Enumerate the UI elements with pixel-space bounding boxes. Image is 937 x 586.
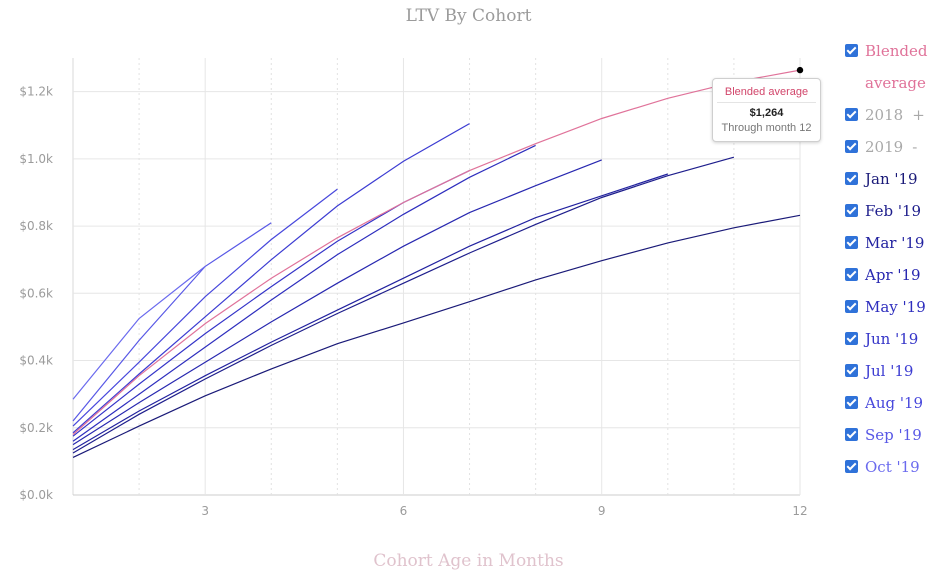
- legend-item-feb-19[interactable]: Feb '19: [845, 200, 937, 232]
- legend-item-apr-19[interactable]: Apr '19: [845, 264, 937, 296]
- marker-layer: [796, 66, 804, 74]
- checkbox-checked-icon[interactable]: [845, 332, 858, 345]
- highlight-point: [796, 66, 804, 74]
- legend-item-may-19[interactable]: May '19: [845, 296, 937, 328]
- legend-item-jun-19[interactable]: Jun '19: [845, 328, 937, 360]
- series-line-feb-19: [72, 156, 735, 454]
- y-tick-label: $0.8k: [19, 219, 53, 233]
- y-tick-label: $0.2k: [19, 421, 53, 435]
- series-line-may-19: [72, 144, 536, 442]
- legend-item-aug-19[interactable]: Aug '19: [845, 392, 937, 424]
- tooltip-title: Blended average: [717, 86, 816, 103]
- checkbox-checked-icon[interactable]: [845, 236, 858, 249]
- y-tick-label: $0.6k: [19, 286, 53, 300]
- legend-item-oct-19[interactable]: Oct '19: [845, 456, 937, 488]
- chart-title: LTV By Cohort: [405, 6, 532, 26]
- checkbox-checked-icon[interactable]: [845, 172, 858, 185]
- legend-label: Jul '19: [865, 362, 914, 380]
- legend-label: Feb '19: [865, 202, 922, 220]
- series-line-blended-average: [72, 69, 801, 435]
- tooltip-value: $1,264: [749, 107, 784, 119]
- series-layer: [72, 69, 801, 458]
- legend-item-2018[interactable]: 2018 +: [845, 104, 937, 136]
- legend: Blended average 2018 + 2019 - Jan '19 Fe…: [845, 40, 937, 488]
- legend-label: Jan '19: [865, 170, 918, 188]
- x-tick-label: 3: [201, 504, 209, 518]
- expand-icon[interactable]: +: [912, 106, 925, 124]
- checkbox-checked-icon[interactable]: [845, 300, 858, 313]
- tooltip: Blended average $1,264 Through month 12: [712, 78, 821, 142]
- legend-label: Oct '19: [865, 458, 920, 476]
- y-tick-label: $1.2k: [19, 85, 53, 99]
- grid-layer: [72, 58, 801, 496]
- legend-label: 2019: [865, 138, 904, 156]
- series-line-sep-19: [72, 222, 272, 422]
- legend-label: Apr '19: [865, 266, 921, 284]
- y-tick-label: $1.0k: [19, 152, 53, 166]
- checkbox-checked-icon[interactable]: [845, 108, 858, 121]
- legend-label: Blended average: [865, 42, 928, 92]
- legend-label: Jun '19: [865, 330, 919, 348]
- checkbox-checked-icon[interactable]: [845, 204, 858, 217]
- legend-item-blended-average[interactable]: Blended average: [845, 40, 937, 104]
- legend-label: May '19: [865, 298, 926, 316]
- series-line-jan-19: [72, 214, 801, 458]
- legend-label: 2018: [865, 106, 904, 124]
- checkbox-checked-icon[interactable]: [845, 396, 858, 409]
- checkbox-checked-icon[interactable]: [845, 44, 858, 57]
- legend-item-jul-19[interactable]: Jul '19: [845, 360, 937, 392]
- collapse-icon[interactable]: -: [912, 138, 918, 156]
- tooltip-subtitle: Through month 12: [721, 122, 812, 134]
- series-line-oct-19: [72, 265, 206, 400]
- x-tick-label: 9: [598, 504, 606, 518]
- series-line-apr-19: [72, 159, 602, 446]
- legend-item-sep-19[interactable]: Sep '19: [845, 424, 937, 456]
- checkbox-checked-icon[interactable]: [845, 140, 858, 153]
- checkbox-checked-icon[interactable]: [845, 428, 858, 441]
- x-tick-label: 6: [400, 504, 408, 518]
- checkbox-checked-icon[interactable]: [845, 268, 858, 281]
- legend-item-mar-19[interactable]: Mar '19: [845, 232, 937, 264]
- legend-item-2019[interactable]: 2019 -: [845, 136, 937, 168]
- series-line-aug-19: [72, 188, 338, 427]
- axis-layer: $0.0k $0.2k $0.4k $0.6k $0.8k $1.0k $1.2k 3 6 9 12: [19, 85, 807, 518]
- legend-item-jan-19[interactable]: Jan '19: [845, 168, 937, 200]
- y-tick-label: $0.0k: [19, 488, 53, 502]
- legend-label: Sep '19: [865, 426, 922, 444]
- x-axis-title: Cohort Age in Months: [373, 551, 564, 571]
- x-tick-label: 12: [792, 504, 807, 518]
- y-tick-label: $0.4k: [19, 354, 53, 368]
- checkbox-checked-icon[interactable]: [845, 364, 858, 377]
- legend-label: Aug '19: [865, 394, 924, 412]
- legend-label: Mar '19: [865, 234, 925, 252]
- series-line-jul-19: [72, 123, 470, 434]
- series-line-mar-19: [72, 173, 668, 451]
- checkbox-checked-icon[interactable]: [845, 460, 858, 473]
